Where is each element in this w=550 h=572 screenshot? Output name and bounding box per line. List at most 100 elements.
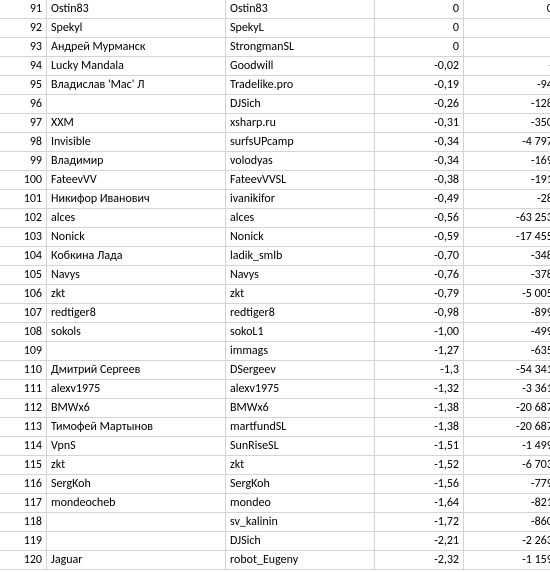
account-name: Nonick (226, 228, 375, 247)
row-number: 117 (0, 494, 47, 513)
value-amount: -1 499,68 (464, 437, 550, 456)
user-name: Invisible (47, 133, 226, 152)
table-row: 101Никифор Ивановичivanikifor-0,49-289,3 (0, 190, 550, 209)
table-row: 93Андрей МурманскStrongmanSL00 (0, 38, 550, 57)
value-amount: -20 687,83 (464, 399, 550, 418)
value-percent: -1,32 (375, 380, 464, 399)
value-amount: -3 361,64 (464, 380, 550, 399)
account-name: StrongmanSL (226, 38, 375, 57)
ranking-table: 91Ostin83Ostin8300,0092SpekylSpekyL0093А… (0, 0, 550, 570)
value-amount: 0 (464, 38, 550, 57)
value-amount: 0,00 (464, 0, 550, 19)
value-amount: 0 (464, 19, 550, 38)
value-percent: -1,64 (375, 494, 464, 513)
table-row: 104Кобкина Ладаladik_smlb-0,70-348,89 (0, 247, 550, 266)
table-row: 99Владимирvolodyas-0,34-169,19 (0, 152, 550, 171)
table-row: 119DJSich-2,21-2 263,99 (0, 532, 550, 551)
account-name: Tradelike.pro (226, 76, 375, 95)
table-row: 100FateevVVFateevVVSL-0,38-191,94 (0, 171, 550, 190)
row-number: 93 (0, 38, 47, 57)
account-name: FateevVVSL (226, 171, 375, 190)
table-row: 112BMWx6BMWx6-1,38-20 687,83 (0, 399, 550, 418)
value-percent: -0,34 (375, 152, 464, 171)
value-amount: -499,19 (464, 323, 550, 342)
value-percent: 0 (375, 19, 464, 38)
user-name: FateevVV (47, 171, 226, 190)
row-number: 108 (0, 323, 47, 342)
value-percent: -1,51 (375, 437, 464, 456)
row-number: 92 (0, 19, 47, 38)
row-number: 94 (0, 57, 47, 76)
user-name: mondeocheb (47, 494, 226, 513)
table-row: 111alexv1975alexv1975-1,32-3 361,64 (0, 380, 550, 399)
table-row: 105NavysNavys-0,76-378,19 (0, 266, 550, 285)
account-name: sv_kalinin (226, 513, 375, 532)
value-amount: -191,94 (464, 171, 550, 190)
user-name: VpnS (47, 437, 226, 456)
row-number: 95 (0, 76, 47, 95)
user-name: Nonick (47, 228, 226, 247)
value-percent: -0,79 (375, 285, 464, 304)
account-name: BMWx6 (226, 399, 375, 418)
row-number: 97 (0, 114, 47, 133)
value-amount: -635,18 (464, 342, 550, 361)
user-name (47, 532, 226, 551)
account-name: alexv1975 (226, 380, 375, 399)
row-number: 103 (0, 228, 47, 247)
value-amount: -350,73 (464, 114, 550, 133)
value-percent: -1,38 (375, 418, 464, 437)
value-percent: -0,31 (375, 114, 464, 133)
table-row: 120Jaguarrobot_Eugeny-2,32-1 159,93 (0, 551, 550, 570)
row-number: 111 (0, 380, 47, 399)
table-row: 91Ostin83Ostin8300,00 (0, 0, 550, 19)
value-percent: 0 (375, 0, 464, 19)
user-name: Кобкина Лада (47, 247, 226, 266)
row-number: 102 (0, 209, 47, 228)
row-number: 91 (0, 0, 47, 19)
table-row: 97XXMxsharp.ru-0,31-350,73 (0, 114, 550, 133)
table-row: 118sv_kalinin-1,72-860,35 (0, 513, 550, 532)
user-name: Spekyl (47, 19, 226, 38)
value-amount: -378,19 (464, 266, 550, 285)
value-percent: -1,27 (375, 342, 464, 361)
value-amount: -128,25 (464, 95, 550, 114)
value-amount: -899,09 (464, 304, 550, 323)
row-number: 115 (0, 456, 47, 475)
value-amount: -20 687,83 (464, 418, 550, 437)
value-percent: -0,38 (375, 171, 464, 190)
table-row: 98InvisiblesurfsUPcamp-0,34-4 797,44 (0, 133, 550, 152)
user-name: Тимофей Мартынов (47, 418, 226, 437)
account-name: Ostin83 (226, 0, 375, 19)
value-amount: -860,35 (464, 513, 550, 532)
table-row: 96DJSich-0,26-128,25 (0, 95, 550, 114)
value-percent: -2,21 (375, 532, 464, 551)
value-amount: -5 005,11 (464, 285, 550, 304)
row-number: 100 (0, 171, 47, 190)
account-name: immags (226, 342, 375, 361)
row-number: 107 (0, 304, 47, 323)
account-name: alces (226, 209, 375, 228)
table-row: 110Дмитрий СергеевDSergeev-1,3-54 341,01 (0, 361, 550, 380)
user-name: Владислав 'Mac' Л (47, 76, 226, 95)
user-name: Андрей Мурманск (47, 38, 226, 57)
table-row: 116SergKohSergKoh-1,56-779,17 (0, 475, 550, 494)
value-amount: -1 159,93 (464, 551, 550, 570)
value-amount: -4 797,44 (464, 133, 550, 152)
account-name: DSergeev (226, 361, 375, 380)
value-amount: -54 341,01 (464, 361, 550, 380)
table-row: 106zktzkt-0,79-5 005,11 (0, 285, 550, 304)
value-percent: -0,56 (375, 209, 464, 228)
user-name: Дмитрий Сергеев (47, 361, 226, 380)
user-name: Navys (47, 266, 226, 285)
row-number: 99 (0, 152, 47, 171)
account-name: robot_Eugeny (226, 551, 375, 570)
table-row: 113Тимофей МартыновmartfundSL-1,38-20 68… (0, 418, 550, 437)
account-name: sokoL1 (226, 323, 375, 342)
account-name: martfundSL (226, 418, 375, 437)
value-percent: -1,38 (375, 399, 464, 418)
account-name: volodyas (226, 152, 375, 171)
table-row: 109immags-1,27-635,18 (0, 342, 550, 361)
account-name: mondeo (226, 494, 375, 513)
account-name: ladik_smlb (226, 247, 375, 266)
value-percent: -1,52 (375, 456, 464, 475)
